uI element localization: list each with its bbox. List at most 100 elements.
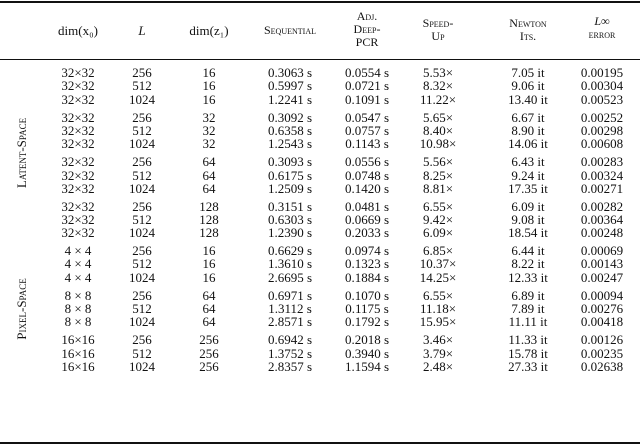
header-speed-up: Speed- Up: [423, 17, 454, 43]
cell-dim-z1: 256: [199, 345, 219, 361]
cell-speed-up: 5.56×: [422, 154, 454, 170]
cell-speed-up: 6.09×: [422, 225, 454, 241]
cell-L: 1024: [129, 91, 155, 107]
cell-dim-z1: 128: [199, 198, 219, 214]
cell-newton-its: 8.90 it: [511, 122, 545, 138]
cell-linf-error: 0.00195: [580, 65, 624, 80]
cell-dim-z1: 16: [202, 256, 216, 272]
cell-sequential: 0.3093 s: [267, 154, 313, 170]
cell-newton-its: 9.24 it: [511, 167, 545, 183]
cell-linf-error: 0.00248: [580, 225, 624, 241]
header-line: Its.: [519, 29, 537, 43]
cell-sequential: 0.5997 s: [267, 78, 313, 94]
cell-adj-deep-pcr: 0.0757 s: [344, 122, 390, 138]
cell-newton-its: 9.06 it: [511, 78, 545, 94]
cell-dim-z1: 32: [202, 122, 216, 138]
cell-dim-x0: 16×16: [61, 345, 95, 361]
cell-sequential: 0.6358 s: [267, 122, 313, 138]
cell-linf-error: 0.00069: [580, 243, 624, 258]
cell-dim-x0: 32×32: [61, 154, 95, 170]
cell-dim-x0: 32×32: [61, 91, 95, 107]
cell-speed-up: 9.42×: [422, 212, 454, 228]
cell-linf-error: 0.00247: [580, 269, 624, 285]
header-dim-x0: dim(x₀): [58, 23, 98, 38]
cell-sequential: 0.3092 s: [267, 109, 313, 125]
cell-linf-error: 0.00276: [580, 300, 624, 316]
cell-L: 256: [132, 287, 152, 303]
cell-linf-error: 0.00143: [580, 256, 624, 272]
cell-linf-error: 0.00126: [580, 332, 624, 348]
cell-dim-x0: 32×32: [61, 167, 95, 183]
cell-dim-z1: 64: [202, 300, 216, 316]
cell-sequential: 0.3151 s: [267, 198, 313, 214]
cell-sequential: 2.8357 s: [267, 358, 313, 374]
bottom-rule: [0, 442, 640, 444]
cell-adj-deep-pcr: 0.0556 s: [344, 154, 390, 170]
cell-dim-x0: 32×32: [61, 65, 95, 80]
cell-sequential: 2.6695 s: [267, 269, 313, 285]
cell-linf-error: 0.00282: [580, 198, 624, 214]
cell-linf-error: 0.00252: [580, 109, 624, 125]
cell-dim-z1: 16: [202, 91, 216, 107]
cell-speed-up: 6.85×: [422, 243, 454, 258]
header-line: Newton: [509, 16, 547, 30]
cell-speed-up: 3.46×: [422, 332, 454, 348]
cell-sequential: 1.3752 s: [267, 345, 313, 361]
cell-sequential: 0.6629 s: [267, 243, 313, 258]
cell-newton-its: 14.06 it: [508, 136, 548, 152]
cell-sequential: 1.2543 s: [267, 136, 313, 152]
cell-dim-x0: 32×32: [61, 109, 95, 125]
cell-dim-z1: 256: [199, 332, 219, 348]
cell-adj-deep-pcr: 0.2018 s: [344, 332, 390, 348]
cell-adj-deep-pcr: 0.1175 s: [345, 300, 389, 316]
cell-sequential: 0.6303 s: [267, 212, 313, 228]
cell-newton-its: 6.89 it: [511, 287, 545, 303]
cell-dim-z1: 128: [199, 212, 219, 228]
cell-adj-deep-pcr: 0.1070 s: [344, 287, 390, 303]
cell-newton-its: 8.22 it: [511, 256, 545, 272]
cell-L: 512: [132, 122, 152, 138]
cell-L: 256: [132, 109, 152, 125]
cell-newton-its: 11.11 it: [508, 314, 548, 330]
cell-adj-deep-pcr: 0.0748 s: [344, 167, 390, 183]
cell-dim-x0: 8 × 8: [64, 314, 92, 330]
cell-dim-z1: 64: [202, 314, 216, 330]
cell-speed-up: 10.37×: [419, 256, 457, 272]
cell-speed-up: 8.25×: [422, 167, 454, 183]
cell-newton-its: 6.67 it: [511, 109, 545, 125]
cell-newton-its: 6.44 it: [511, 243, 545, 258]
cell-dim-z1: 16: [202, 78, 216, 94]
cell-adj-deep-pcr: 1.1594 s: [344, 358, 390, 374]
cell-adj-deep-pcr: 0.1420 s: [344, 180, 390, 196]
cell-sequential: 1.2390 s: [267, 225, 313, 241]
cell-newton-its: 13.40 it: [508, 91, 548, 107]
cell-adj-deep-pcr: 0.0974 s: [344, 243, 390, 258]
cell-L: 512: [132, 345, 152, 361]
cell-newton-its: 7.05 it: [511, 65, 545, 80]
cell-sequential: 2.8571 s: [267, 314, 313, 330]
cell-L: 1024: [129, 314, 155, 330]
cell-speed-up: 6.55×: [422, 198, 454, 214]
cell-newton-its: 18.54 it: [508, 225, 548, 241]
cell-speed-up: 6.55×: [422, 287, 454, 303]
cell-dim-x0: 32×32: [61, 122, 95, 138]
cell-speed-up: 8.81×: [422, 180, 454, 196]
header-dim-z1: dim(z₁): [189, 23, 229, 38]
cell-linf-error: 0.00271: [580, 180, 624, 196]
cell-dim-z1: 64: [202, 154, 216, 170]
header-line: Adj.: [356, 9, 378, 23]
cell-L: 256: [132, 65, 152, 80]
cell-dim-x0: 32×32: [61, 78, 95, 94]
cell-dim-x0: 16×16: [61, 332, 95, 348]
cell-L: 512: [132, 212, 152, 228]
header-line: Speed-: [422, 16, 454, 30]
cell-speed-up: 14.25×: [419, 269, 457, 285]
cell-newton-its: 7.89 it: [511, 300, 545, 316]
cell-speed-up: 5.65×: [422, 109, 454, 125]
cell-newton-its: 17.35 it: [508, 180, 548, 196]
cell-linf-error: 0.00094: [580, 287, 624, 303]
cell-linf-error: 0.00283: [580, 154, 624, 170]
cell-sequential: 0.6175 s: [267, 167, 313, 183]
cell-adj-deep-pcr: 0.0547 s: [344, 109, 390, 125]
cell-newton-its: 15.78 it: [508, 345, 548, 361]
